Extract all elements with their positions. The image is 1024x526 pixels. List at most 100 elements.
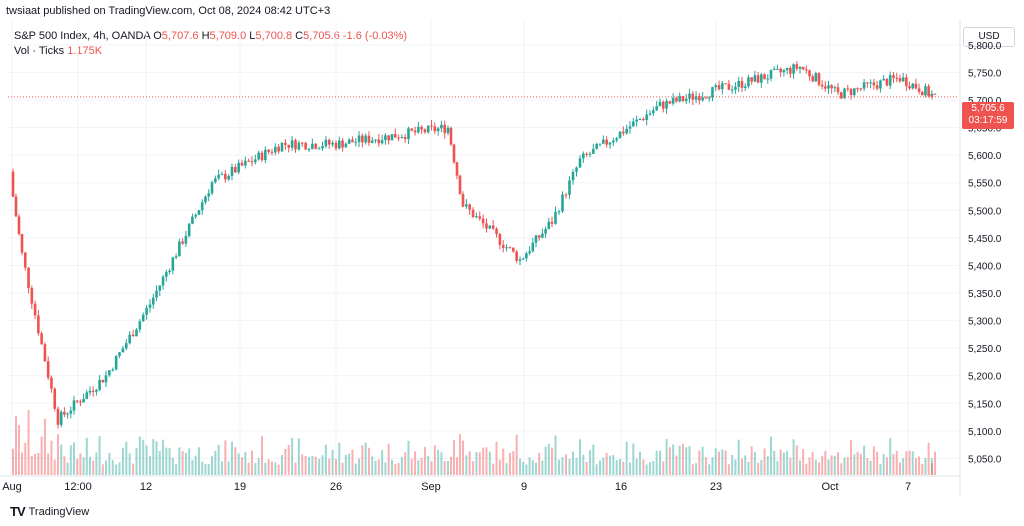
volume-bar (805, 463, 808, 475)
candle-body (592, 148, 595, 154)
candle-body (541, 233, 544, 238)
currency-button[interactable]: USD (963, 27, 1015, 47)
volume-bar (914, 458, 917, 475)
candle-body (417, 126, 420, 133)
candle-body (782, 70, 786, 73)
volume-value: 1.175K (67, 45, 103, 57)
y-tick-label: 5,100.0 (968, 427, 1002, 438)
volume-bar (171, 457, 174, 475)
volume-bar (554, 435, 557, 475)
volume-bar (814, 459, 817, 475)
volume-bar (649, 462, 651, 475)
volume-bar (565, 454, 567, 475)
published-line: twsiaat published on TradingView.com, Oc… (6, 5, 331, 17)
high-value: 5,709.0 (209, 30, 247, 42)
candle-body (204, 196, 207, 203)
volume-bar (27, 410, 30, 475)
volume-bar (351, 449, 354, 475)
candle-body (933, 93, 937, 95)
volume-bar (750, 446, 753, 475)
candle-body (895, 77, 899, 79)
y-tick-label: 5,300.0 (968, 317, 1002, 328)
ohlc-row: S&P 500 Index, 4h, OANDA O5,707.6 H5,709… (14, 29, 407, 44)
volume-bar (261, 436, 263, 475)
volume-bar (397, 462, 400, 475)
volume-bar (423, 446, 426, 475)
candle-body (820, 84, 824, 87)
volume-bar (495, 441, 498, 475)
volume-bar (792, 439, 795, 475)
candle-body (210, 182, 214, 194)
candle-body (468, 204, 472, 210)
volume-bar (472, 461, 475, 475)
volume-bar (585, 461, 588, 475)
candle-body (72, 400, 76, 411)
candle-body (901, 77, 905, 82)
volume-bar (277, 464, 280, 475)
candle-body (808, 70, 811, 77)
footer: TV TradingView (10, 504, 89, 519)
volume-bar (125, 441, 128, 475)
y-tick-label: 5,150.0 (968, 399, 1002, 410)
candle-body (898, 78, 902, 82)
volume-bar (837, 452, 839, 475)
volume-bar (535, 462, 537, 475)
candle-body (79, 401, 82, 403)
volume-bar (850, 439, 853, 475)
candle-body (608, 142, 612, 145)
volume-bar (404, 452, 407, 475)
candle-body (833, 87, 837, 89)
candle-body (114, 355, 118, 370)
y-tick-label: 5,200.0 (968, 372, 1002, 383)
candle-body (131, 334, 135, 337)
candle-body (387, 135, 391, 141)
volume-bar (579, 439, 581, 475)
volume-bar (231, 441, 233, 475)
candle-body (930, 93, 934, 97)
volume-bar (766, 456, 769, 475)
volume-bar (443, 461, 446, 475)
candle-body (364, 135, 367, 143)
volume-bar (314, 456, 317, 475)
volume-bar (675, 455, 678, 475)
candle-body (433, 126, 437, 132)
volume-bar (427, 455, 430, 475)
candle-body (779, 68, 782, 73)
volume-bar (512, 451, 515, 475)
volume-bar (863, 445, 866, 475)
candle-body (351, 139, 354, 143)
volume-bar (63, 456, 66, 475)
candle-body (260, 152, 264, 161)
candle-body (331, 142, 334, 145)
candle-body (75, 400, 79, 402)
candle-body (43, 344, 47, 362)
volume-bar (885, 457, 888, 475)
candle-body (357, 135, 361, 142)
candle-body (661, 101, 665, 109)
candle-body (384, 135, 387, 141)
candle-body (534, 235, 538, 243)
volume-bar (544, 446, 547, 475)
volume-bar (737, 439, 740, 475)
volume-bar (318, 458, 321, 475)
candle-body (95, 389, 98, 392)
candle-body (843, 88, 846, 99)
candle-body (165, 272, 168, 277)
candle-body (300, 142, 304, 144)
candle-body (743, 86, 747, 88)
volume-bar (753, 452, 756, 475)
symbol-name[interactable]: S&P 500 Index, 4h, OANDA (14, 30, 151, 42)
volume-bar (892, 454, 895, 475)
candle-body (760, 74, 763, 83)
volume-label[interactable]: Vol · Ticks (14, 45, 65, 57)
volume-bar (840, 463, 843, 475)
candle-body (217, 174, 220, 179)
x-tick-label: Aug (2, 481, 22, 493)
volume-bar (582, 454, 585, 475)
candle-body (37, 315, 40, 334)
volume-bar (575, 458, 578, 475)
candle-body (711, 87, 714, 98)
volume-bar (568, 458, 571, 475)
candle-body (795, 64, 799, 69)
